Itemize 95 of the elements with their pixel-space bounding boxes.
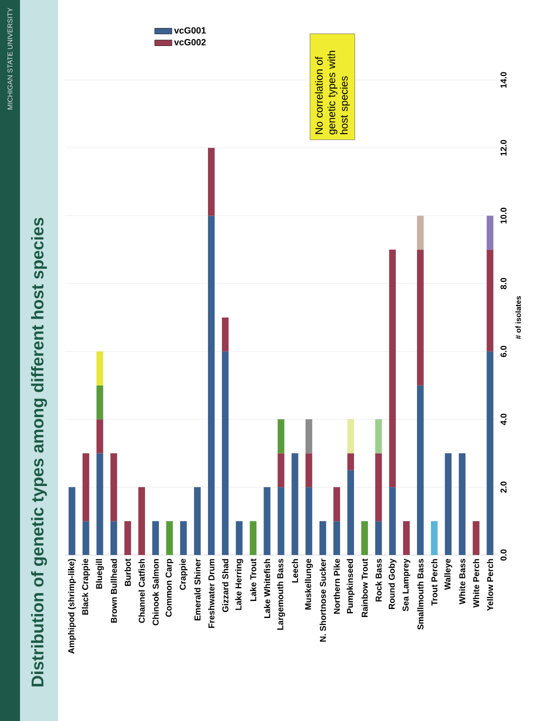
bar [417,216,424,250]
bar [278,487,284,555]
x-tick-label: N. Shortnose Sucker [320,558,326,642]
x-tick-label: Sea Lamprey [402,558,410,612]
bar [430,521,438,555]
bar [180,521,187,555]
bar [96,351,104,386]
x-tick-label: Bluegill [96,559,104,589]
x-tick-label: Walleye [444,558,452,590]
bar [236,521,243,555]
bar [82,521,90,555]
bar [403,521,410,555]
bar [110,521,118,555]
y-tick-label: 2.0 [500,482,507,493]
bar [306,487,312,555]
y-tick-label: 6.0 [500,346,507,358]
x-tick-label: Lake Herring [235,559,244,610]
y-tick-label: 10.0 [500,208,507,224]
bar [278,419,284,454]
x-tick-label: White Bass [459,558,466,604]
legend-label: vcG001 [174,27,206,34]
bar [82,453,90,522]
x-tick-label: Emerald Shiner [194,558,200,620]
bar [375,521,382,555]
bar [222,351,229,555]
x-tick-label: Trout Perch [431,559,438,606]
bar [96,385,104,420]
bar [166,521,173,555]
x-tick-label: Leech [292,559,298,583]
bar [486,351,494,555]
bar [347,453,354,470]
bar [375,419,382,454]
bar [278,453,284,488]
bar [375,453,382,522]
bar [264,487,270,555]
bar [347,419,354,454]
bar [486,250,494,352]
x-tick-label: Chinook Salmon [152,559,159,626]
x-tick-label: Lake Trout [250,558,256,601]
legend-label: vcG002 [174,38,206,46]
y-tick-label: 8.0 [500,278,507,290]
bar [96,419,104,454]
bar [458,453,466,555]
bar [486,216,494,250]
x-tick-label: Largemouth Bass [277,558,285,630]
annotation: No correlation of genetic types with host species [315,50,350,134]
x-tick-label: Brown Bullhead [110,559,117,623]
bar [333,521,340,555]
bar [319,521,326,555]
bar [389,487,396,555]
bar [306,453,312,488]
bar [138,487,145,555]
y-tick-label: 14.0 [500,72,507,88]
bar [389,250,396,488]
bar [472,521,480,555]
x-tick-label: Burbot [124,558,131,586]
bar [444,453,452,555]
bar [306,419,312,454]
bar [152,521,159,555]
x-tick-label: Yellow Perch [486,559,494,611]
x-tick-label: Amphipod (shrimp-like) [68,558,76,654]
bar [208,148,215,216]
x-tick-label: Lake Whitefish [264,559,270,618]
bar [68,487,76,555]
bar [361,521,368,555]
x-tick-label: White Perch [472,559,480,608]
x-tick-label: Freshwater Drum [208,559,214,628]
y-tick-label: 12.0 [500,140,507,156]
x-tick-label: Crappie [179,558,188,590]
x-tick-label: Black Crappie [82,558,90,615]
x-tick-label: Muskellunge [304,558,313,610]
x-tick-label: Rock Bass [375,558,382,602]
bar [124,521,132,555]
x-tick-label: Pumpkinseed [346,559,355,614]
x-tick-label: Northern Pike [334,558,340,614]
bar [250,521,256,555]
bar [417,250,424,386]
x-tick-label: Channel Catfish [138,559,145,623]
text: Distribution of genetic types among different host species [31,218,47,686]
bar [222,318,229,352]
x-tick-label: Smallmouth Bass [417,558,424,630]
bar [292,453,298,555]
bar [347,470,354,555]
bar [96,453,104,555]
bar [208,216,215,555]
bar [194,487,201,555]
x-tick-label: Round Goby [388,558,396,609]
bar [333,487,340,522]
bar [110,453,118,522]
y-tick-label: 4.0 [500,414,507,426]
x-tick-label: Gizzard Shad [222,559,228,612]
bar [417,385,424,555]
x-tick-label: Rainbow Trout [361,558,368,617]
y-tick-label: 0.0 [500,549,507,561]
x-tick-label: Common Carp [166,558,174,617]
